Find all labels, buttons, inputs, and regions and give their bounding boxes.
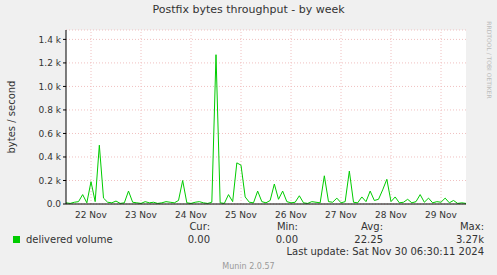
html-text:Postfix bytes throughput - by: Postfix bytes throughput - by week bbox=[152, 3, 345, 16]
svg-text:25 Nov: 25 Nov bbox=[225, 210, 258, 220]
html-text:Min:: Min: bbox=[276, 221, 298, 232]
html-text:0.00: 0.00 bbox=[275, 234, 298, 245]
html-text:delivered volume: delivered volume bbox=[26, 234, 113, 245]
svg-text:1.0 k: 1.0 k bbox=[39, 82, 62, 92]
html-text:0.00: 0.00 bbox=[187, 234, 210, 245]
svg-text:22 Nov: 22 Nov bbox=[75, 210, 108, 220]
html-text:RRDTOOL / TOBI OETIKER: RRDTOOL / TOBI OETIKER bbox=[485, 21, 493, 99]
svg-text:0.0: 0.0 bbox=[47, 199, 62, 209]
svg-text:27 Nov: 27 Nov bbox=[325, 210, 358, 220]
svg-text:28 Nov: 28 Nov bbox=[375, 210, 408, 220]
svg-text:26 Nov: 26 Nov bbox=[275, 210, 308, 220]
html-text:Avg:: Avg: bbox=[361, 221, 383, 232]
svg-text:0.6 k: 0.6 k bbox=[39, 129, 62, 139]
svg-text:0.8 k: 0.8 k bbox=[39, 105, 62, 115]
svg-text:29 Nov: 29 Nov bbox=[425, 210, 458, 220]
svg-text:23 Nov: 23 Nov bbox=[125, 210, 158, 220]
svg-text:1.4 k: 1.4 k bbox=[39, 35, 62, 45]
svg-text:24 Nov: 24 Nov bbox=[175, 210, 208, 220]
html-text:22.25: 22.25 bbox=[354, 234, 383, 245]
html-text:3.27k: 3.27k bbox=[455, 234, 484, 245]
svg-text:1.2 k: 1.2 k bbox=[39, 58, 62, 68]
html-text:Last update: Sat Nov 30 06:30:: Last update: Sat Nov 30 06:30:11 2024 bbox=[286, 246, 484, 257]
html-text:bytes / second: bytes / second bbox=[5, 80, 17, 154]
html-text:Max:: Max: bbox=[460, 221, 484, 232]
svg-text:0.4 k: 0.4 k bbox=[39, 152, 62, 162]
html-text:Munin 2.0.57: Munin 2.0.57 bbox=[222, 262, 275, 271]
html-text:Cur:: Cur: bbox=[189, 221, 210, 232]
svg-text:0.2 k: 0.2 k bbox=[39, 176, 62, 186]
